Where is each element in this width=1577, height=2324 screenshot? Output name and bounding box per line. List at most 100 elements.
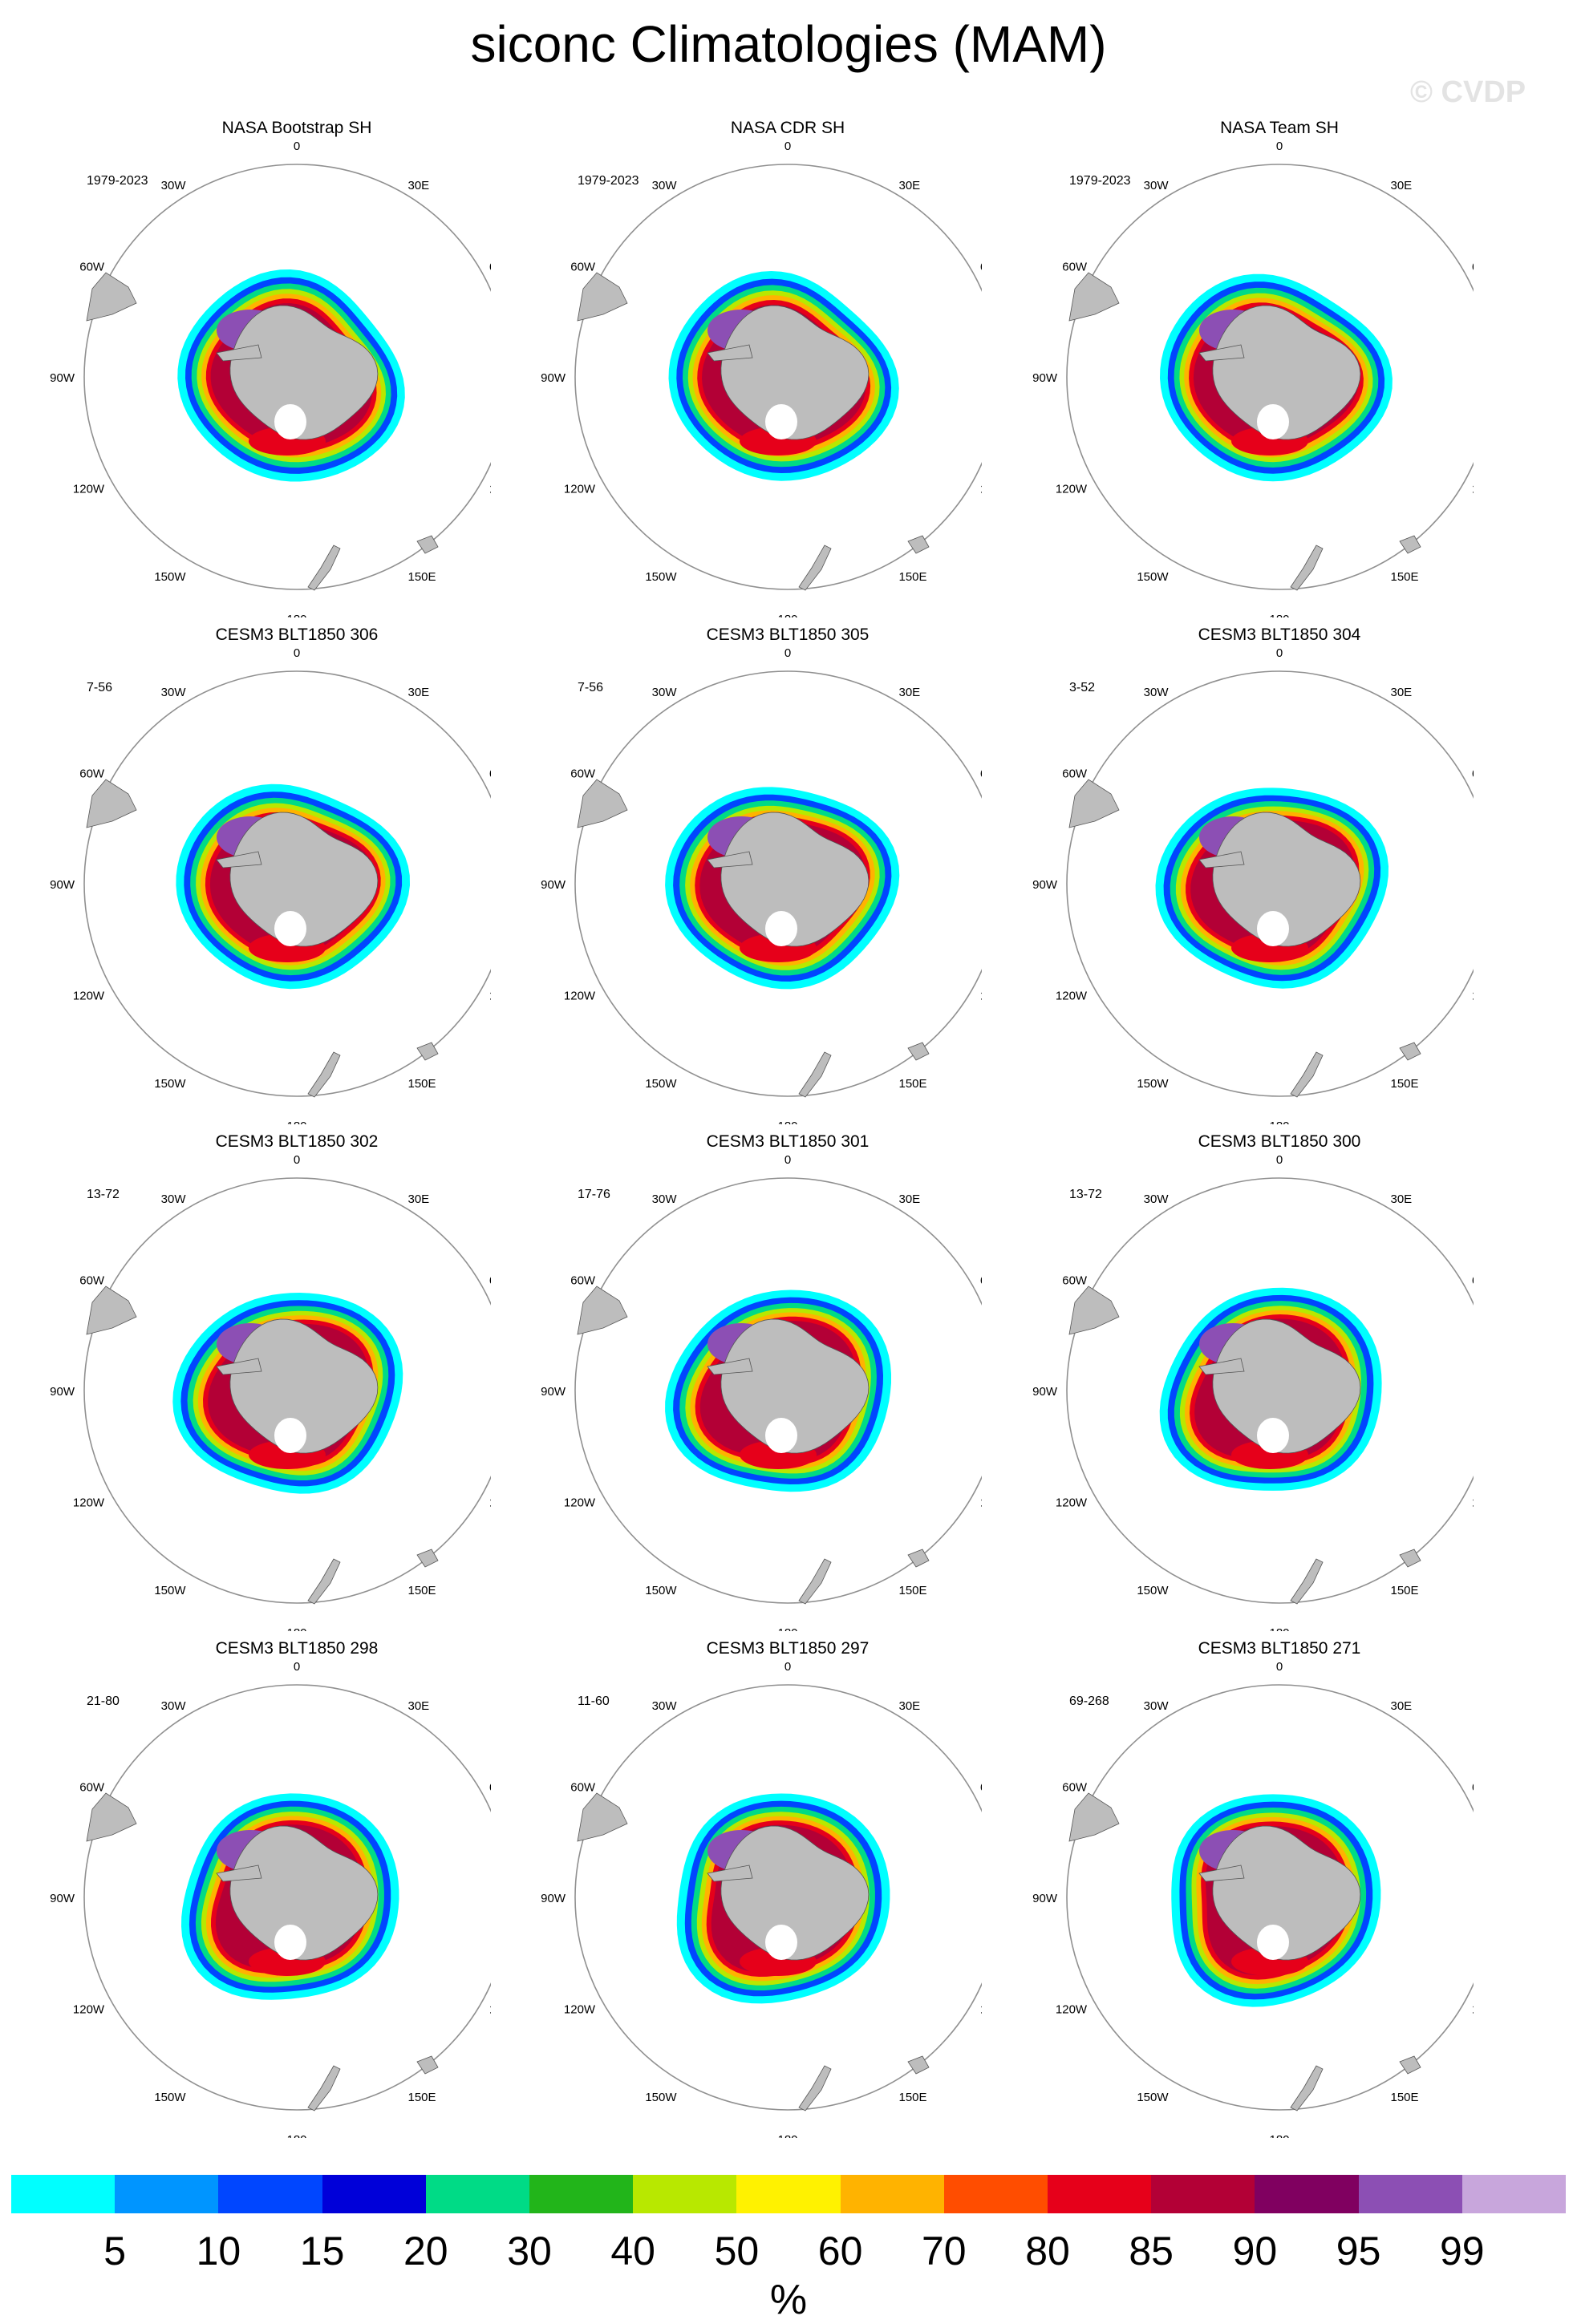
meridian-label: 30E [899, 1699, 921, 1713]
meridian-label: 150W [645, 2091, 677, 2104]
map-panel-10: CESM3 BLT1850 29821-80030E60E90E120E150E… [50, 1639, 491, 2138]
antarctic-peninsula [216, 851, 262, 868]
new-zealand-landmass [1290, 545, 1324, 591]
meridian-label: 90W [50, 1385, 75, 1399]
antarctica-landmass [1212, 1318, 1361, 1454]
panel-years: 13-72 [87, 1188, 120, 1201]
meridian-label: 30E [408, 1699, 430, 1713]
meridian-label: 30E [1391, 1699, 1413, 1713]
antarctic-peninsula [707, 1358, 753, 1375]
meridian-label: 30E [1391, 179, 1413, 192]
colorbar-level-label: 80 [1025, 2229, 1070, 2273]
ross-ice-shelf [765, 404, 797, 439]
meridian-label: 150W [645, 1584, 677, 1597]
meridian-label: 90W [50, 371, 75, 385]
meridian-label: 120W [73, 483, 105, 496]
meridian-label: 150E [1391, 570, 1419, 584]
meridian-label: 60E [489, 1274, 491, 1288]
ross-ice-shelf [274, 1925, 306, 1960]
meridian-label: 60E [1472, 261, 1474, 274]
meridian-label: 180 [286, 1626, 306, 1631]
tasmania-landmass [416, 2055, 439, 2075]
panel-title: CESM3 BLT1850 301 [707, 1132, 870, 1151]
antarctica-landmass [1212, 1825, 1361, 1961]
colorbar-swatch [1461, 2175, 1567, 2213]
meridian-label: 150W [1137, 1077, 1169, 1091]
meridian-label: 150E [1391, 2091, 1419, 2104]
ross-ice-shelf [1257, 1925, 1289, 1960]
meridian-label: 150W [154, 1077, 186, 1091]
panel-years: 1979-2023 [87, 174, 148, 188]
south-america-landmass [1068, 272, 1120, 322]
meridian-label: 60W [79, 767, 105, 781]
antarctica-landmass [720, 812, 870, 947]
south-america-landmass [86, 1792, 137, 1842]
colorbar-labels: 5 10 15 20 30 40 50 60 70 80 85 90 95 99 [0, 2228, 1577, 2284]
meridian-label: 120W [1056, 1496, 1088, 1510]
meridian-label: 60E [980, 767, 982, 781]
panel-title: CESM3 BLT1850 297 [707, 1639, 870, 1658]
meridian-label: 120W [564, 1496, 596, 1510]
meridian-label: 30W [1144, 1192, 1170, 1206]
meridian-label: 90W [541, 371, 566, 385]
panel-title: NASA Team SH [1220, 119, 1339, 137]
meridian-label: 90W [1032, 1892, 1058, 1905]
panel-title: NASA CDR SH [731, 119, 845, 137]
meridian-label: 0 [784, 1660, 791, 1674]
meridian-label: 150W [645, 1077, 677, 1091]
meridian-label: 0 [1276, 1153, 1283, 1167]
colorbar-swatch [1358, 2175, 1462, 2213]
meridian-label: 120E [980, 990, 982, 1003]
meridian-label: 150W [1137, 1584, 1169, 1597]
meridian-label: 150E [408, 2091, 436, 2104]
colorbar-swatch [943, 2175, 1048, 2213]
antarctica-landmass [720, 1318, 870, 1454]
panel-title: NASA Bootstrap SH [222, 119, 372, 137]
meridian-label: 180 [286, 1119, 306, 1124]
new-zealand-landmass [798, 1558, 832, 1605]
antarctica-landmass [720, 305, 870, 440]
colorbar-level-label: 85 [1129, 2229, 1174, 2273]
panel-years: 7-56 [87, 681, 112, 694]
meridian-label: 180 [777, 1626, 797, 1631]
antarctica-landmass [229, 1825, 379, 1961]
ross-ice-shelf [274, 404, 306, 439]
new-zealand-landmass [307, 545, 341, 591]
meridian-label: 60W [79, 261, 105, 274]
meridian-label: 0 [784, 1153, 791, 1167]
new-zealand-landmass [307, 1558, 341, 1605]
tasmania-landmass [1399, 2055, 1421, 2075]
colorbar-swatch [736, 2175, 841, 2213]
meridian-label: 120W [73, 1496, 105, 1510]
meridian-label: 60W [79, 1274, 105, 1288]
south-america-landmass [86, 1285, 137, 1335]
meridian-label: 0 [1276, 1660, 1283, 1674]
antarctic-peninsula [1198, 1864, 1245, 1882]
meridian-label: 120W [73, 2003, 105, 2017]
meridian-label: 30W [161, 686, 187, 699]
map-panel-4: CESM3 BLT1850 3067-56030E60E90E120E150E1… [50, 626, 491, 1124]
meridian-label: 150E [899, 1077, 927, 1091]
meridian-label: 150W [154, 1584, 186, 1597]
meridian-label: 60W [1062, 767, 1088, 781]
meridian-label: 180 [777, 1119, 797, 1124]
meridian-label: 60W [570, 1781, 596, 1795]
meridian-label: 150W [154, 570, 186, 584]
colorbar-swatch [115, 2175, 219, 2213]
map-panel-3: NASA Team SH1979-2023030E60E90E120E150E1… [1032, 119, 1474, 617]
panel-years: 7-56 [578, 681, 603, 694]
watermark: © CVDP [1410, 75, 1526, 109]
meridian-label: 150W [1137, 570, 1169, 584]
tasmania-landmass [1399, 1042, 1421, 1061]
panel-title: CESM3 BLT1850 302 [216, 1132, 379, 1151]
tasmania-landmass [416, 1549, 439, 1568]
south-america-landmass [1068, 1285, 1120, 1335]
ross-ice-shelf [1257, 404, 1289, 439]
south-america-landmass [577, 779, 628, 828]
meridian-label: 30E [899, 1192, 921, 1206]
meridian-label: 0 [294, 1153, 300, 1167]
meridian-label: 180 [777, 2133, 797, 2138]
map-panel-8: CESM3 BLT1850 30117-76030E60E90E120E150E… [541, 1132, 982, 1631]
meridian-label: 30E [899, 686, 921, 699]
meridian-label: 0 [1276, 140, 1283, 153]
